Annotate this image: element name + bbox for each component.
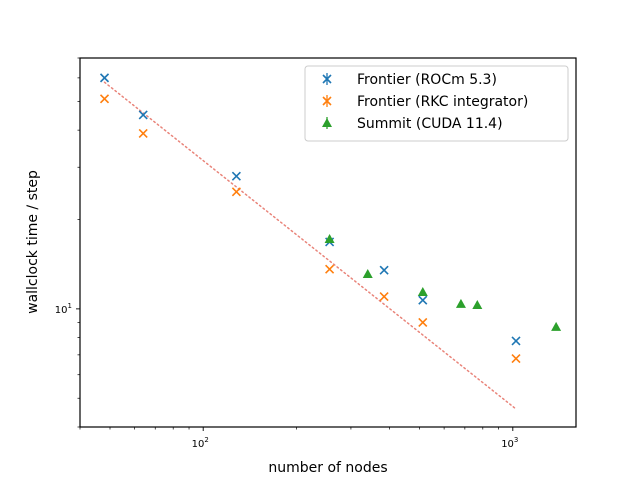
- legend-entry-1: Frontier (RKC integrator): [322, 94, 528, 110]
- legend-box: [304, 65, 569, 142]
- data-point-2-0: [324, 233, 335, 243]
- legend-marker-1: [322, 96, 332, 106]
- series-0: [99, 73, 521, 346]
- data-point-0-4: [379, 265, 389, 275]
- legend-label-1: Frontier (RKC integrator): [357, 94, 528, 110]
- data-point-2-2: [417, 286, 428, 296]
- data-point-1-2: [231, 187, 241, 197]
- data-point-0-2: [231, 171, 241, 181]
- legend-label-0: Frontier (ROCm 5.3): [357, 72, 497, 88]
- data-point-1-0: [99, 94, 110, 104]
- plot-marks: [99, 73, 562, 410]
- plot-axes: 102 103 101: [55, 57, 577, 450]
- legend-label-2: Summit (CUDA 11.4): [357, 116, 503, 132]
- data-point-1-5: [418, 317, 428, 328]
- data-point-2-1: [362, 269, 373, 279]
- legend-entry-2: Summit (CUDA 11.4): [322, 116, 503, 132]
- data-point-0-5: [418, 295, 428, 305]
- data-point-2-4: [472, 300, 483, 310]
- legend: Frontier (ROCm 5.3) Frontier (RKC integra…: [304, 65, 569, 142]
- data-point-2-3: [455, 298, 466, 308]
- data-point-0-1: [138, 110, 148, 120]
- x-axis-label: number of nodes: [268, 460, 387, 476]
- legend-marker-0: [322, 74, 332, 84]
- data-point-1-1: [138, 128, 148, 138]
- legend-marker-2: [322, 118, 332, 127]
- x-tick-label-1: 103: [501, 436, 518, 450]
- data-point-2-5: [551, 321, 562, 331]
- data-point-0-0: [99, 73, 110, 83]
- series-2: [324, 233, 562, 331]
- series-1: [99, 94, 521, 364]
- data-point-1-6: [511, 354, 521, 364]
- plot-frame: [79, 57, 577, 428]
- data-point-1-4: [379, 292, 389, 302]
- x-tick-label-0: 102: [192, 436, 209, 450]
- y-tick-label-0: 101: [55, 302, 72, 316]
- legend-entry-0: Frontier (ROCm 5.3): [322, 72, 497, 88]
- reference-line: [103, 81, 517, 410]
- y-axis-label: wallclock time / step: [25, 170, 41, 314]
- data-point-0-6: [511, 336, 521, 346]
- data-point-1-3: [325, 264, 335, 274]
